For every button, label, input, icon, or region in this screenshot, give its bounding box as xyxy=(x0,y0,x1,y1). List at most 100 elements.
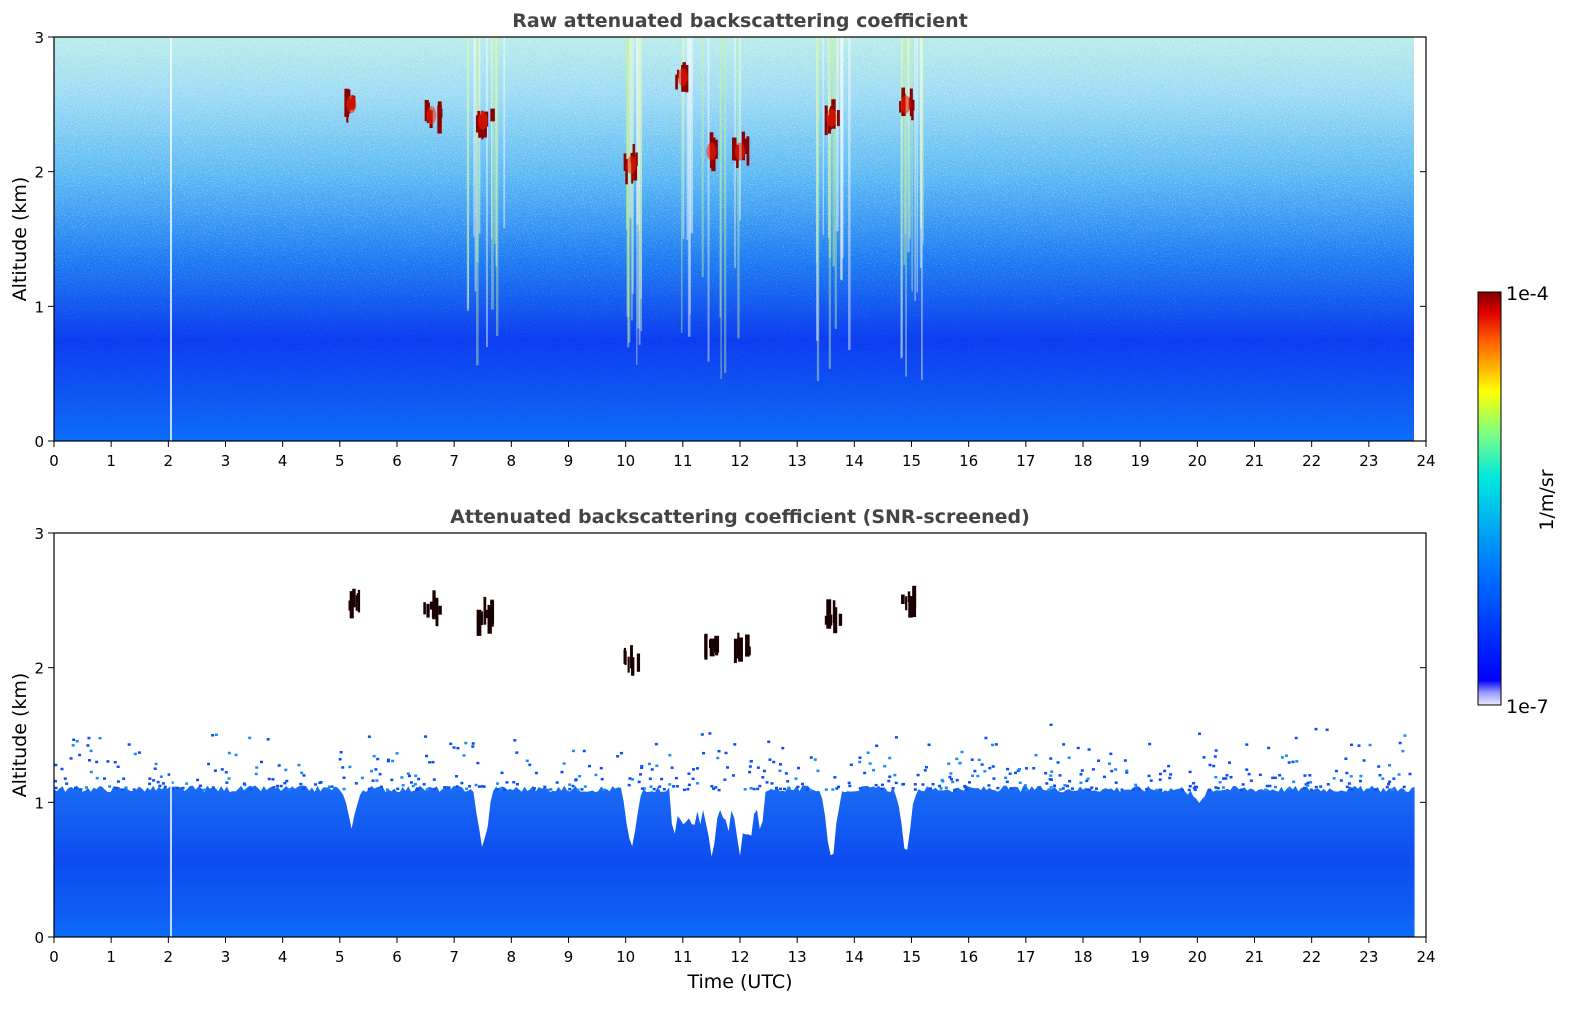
speckle-mark xyxy=(512,781,516,784)
cloud-mark xyxy=(432,590,436,620)
speckle-mark xyxy=(54,763,58,767)
speckle-mark xyxy=(267,777,271,781)
cloud-halo xyxy=(626,155,637,174)
speckle-mark xyxy=(327,785,331,789)
speckle-mark xyxy=(480,785,484,788)
x-tick-label: 13 xyxy=(788,452,807,470)
speckle-mark xyxy=(1024,767,1028,770)
streak-mark xyxy=(836,37,839,232)
speckle-mark xyxy=(835,787,839,790)
speckle-mark xyxy=(95,760,99,764)
speckle-mark xyxy=(1008,772,1012,775)
speckle-mark xyxy=(207,762,211,766)
speckle-mark xyxy=(944,786,948,789)
x-tick-label: 9 xyxy=(564,948,574,966)
speckle-mark xyxy=(1240,788,1244,792)
speckle-mark xyxy=(513,739,517,742)
speckle-mark xyxy=(691,768,695,771)
speckle-mark xyxy=(460,781,464,785)
speckle-mark xyxy=(1014,771,1018,775)
speckle-mark xyxy=(113,761,117,764)
cloud-mark xyxy=(438,605,442,615)
raw-heatmap-field xyxy=(54,37,1414,441)
speckle-mark xyxy=(156,780,160,784)
speckle-mark xyxy=(960,750,964,754)
speckle-mark xyxy=(1070,787,1074,790)
speckle-mark xyxy=(1345,771,1349,775)
speckle-mark xyxy=(649,785,653,788)
streak-mark xyxy=(919,37,923,229)
speckle-mark xyxy=(414,774,418,778)
speckle-mark xyxy=(1388,780,1392,784)
streak-mark xyxy=(840,37,843,281)
speckle-mark xyxy=(1125,769,1129,773)
speckle-mark xyxy=(991,765,995,768)
cloud-mark xyxy=(745,634,750,657)
speckle-mark xyxy=(1402,785,1406,789)
x-tick-label: 0 xyxy=(49,452,59,470)
speckle-mark xyxy=(717,788,721,792)
speckle-mark xyxy=(1188,770,1192,774)
speckle-mark xyxy=(249,788,253,791)
speckle-mark xyxy=(675,785,679,788)
streak-mark xyxy=(839,37,842,280)
speckle-mark xyxy=(1168,776,1172,780)
x-tick-label: 2 xyxy=(164,452,174,470)
speckle-mark xyxy=(1058,788,1062,791)
speckle-mark xyxy=(1392,777,1396,780)
x-tick-label: 22 xyxy=(1302,452,1321,470)
speckle-mark xyxy=(302,774,306,777)
x-tick-label: 18 xyxy=(1073,948,1092,966)
speckle-mark xyxy=(220,768,224,771)
speckle-mark xyxy=(496,788,500,791)
speckle-mark xyxy=(279,784,283,788)
streak-mark xyxy=(687,37,691,337)
speckle-mark xyxy=(583,785,587,788)
speckle-mark xyxy=(158,784,162,788)
speckle-mark xyxy=(482,785,486,788)
speckle-mark xyxy=(462,754,466,757)
speckle-mark xyxy=(1213,755,1217,758)
cloud-mark xyxy=(826,599,832,629)
streak-mark xyxy=(827,37,830,238)
speckle-mark xyxy=(1271,776,1275,780)
speckle-mark xyxy=(1224,777,1228,780)
speckle-mark xyxy=(587,764,591,768)
x-tick-label: 20 xyxy=(1188,452,1207,470)
streak-mark xyxy=(832,37,835,267)
streak-mark xyxy=(503,37,506,228)
cloud-mark xyxy=(475,115,480,133)
speckle-mark xyxy=(1068,779,1072,783)
streak-mark xyxy=(834,37,837,329)
speckle-mark xyxy=(752,787,756,791)
speckle-mark xyxy=(1094,787,1098,790)
x-tick-label: 1 xyxy=(106,948,116,966)
speckle-mark xyxy=(1056,761,1060,764)
speckle-mark xyxy=(996,786,1000,790)
cloud-mark xyxy=(348,600,351,611)
speckle-mark xyxy=(417,777,421,781)
speckle-mark xyxy=(1398,741,1402,745)
speckle-mark xyxy=(893,773,897,777)
speckle-mark xyxy=(1158,772,1162,776)
speckle-mark xyxy=(415,788,419,792)
speckle-mark xyxy=(449,742,453,746)
x-tick-label: 6 xyxy=(392,948,402,966)
speckle-mark xyxy=(778,787,782,791)
speckle-mark xyxy=(938,784,942,788)
colorbar-gradient xyxy=(1477,291,1502,706)
speckle-mark xyxy=(148,782,152,786)
speckle-mark xyxy=(849,763,853,766)
speckle-mark xyxy=(407,774,411,778)
speckle-mark xyxy=(571,784,575,788)
speckle-mark xyxy=(211,786,215,789)
speckle-mark xyxy=(213,769,217,772)
speckle-mark xyxy=(1401,749,1405,753)
streak-mark xyxy=(922,37,924,245)
speckle-mark xyxy=(1291,760,1295,764)
y-tick-label: 0 xyxy=(34,433,44,451)
x-tick-label: 4 xyxy=(278,452,288,470)
speckle-mark xyxy=(171,787,175,791)
speckle-mark xyxy=(655,764,659,768)
speckle-mark xyxy=(1134,783,1138,787)
